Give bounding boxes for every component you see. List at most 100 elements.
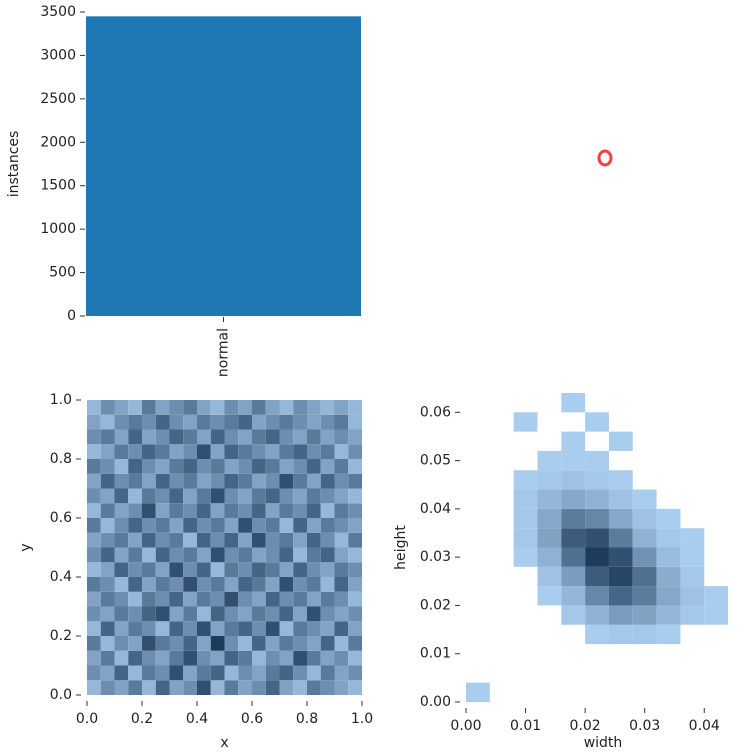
hist-cell xyxy=(252,473,266,489)
x-tick-label: 0.04 xyxy=(689,718,720,734)
hist-cell xyxy=(155,444,170,459)
hist-cell xyxy=(183,650,197,666)
hist-cell xyxy=(348,429,362,445)
hist-cell xyxy=(128,414,142,430)
y-tick-label: 2500 xyxy=(40,91,76,107)
hist-cell xyxy=(632,624,657,645)
x-axis-label: width xyxy=(584,735,623,751)
hist-cell xyxy=(169,459,184,474)
hist-cell xyxy=(293,636,307,651)
hist-cell xyxy=(293,459,307,474)
hist-cell xyxy=(142,429,156,445)
hist-cell xyxy=(252,547,266,563)
hist-cell xyxy=(334,488,349,504)
hist-cell xyxy=(114,459,129,474)
y-tick-label: 0.6 xyxy=(50,510,72,526)
hist-cell xyxy=(320,503,335,518)
hist-cell xyxy=(238,680,252,695)
hist-cell xyxy=(197,606,211,622)
hist-cell xyxy=(183,636,197,651)
hist-cell xyxy=(128,562,142,577)
hist-cell xyxy=(252,562,266,577)
hist-cell xyxy=(114,621,129,636)
hist-cell xyxy=(320,518,335,533)
hist-cell xyxy=(128,636,142,651)
hist-cell xyxy=(210,400,225,415)
hist-cell xyxy=(293,518,307,533)
hist-cell xyxy=(320,488,335,504)
hist-cell xyxy=(265,650,280,666)
hist-cell xyxy=(334,459,349,474)
hist-cell xyxy=(307,621,321,636)
hist-cell xyxy=(585,624,609,645)
y-tick-label: 0.05 xyxy=(420,453,451,469)
hist-cell xyxy=(513,528,538,548)
hist-cell xyxy=(169,414,184,430)
hist-cell xyxy=(608,547,633,567)
hist-cell xyxy=(252,665,266,681)
y-tick-label: 2000 xyxy=(40,134,76,150)
hist-cell xyxy=(87,562,101,577)
hist-cell xyxy=(252,577,266,592)
hist-cell xyxy=(348,591,362,607)
hist-cell xyxy=(334,621,349,636)
hist-cell xyxy=(238,400,252,415)
hist-cell xyxy=(114,577,129,592)
hist-cell xyxy=(279,621,294,636)
hist-cell xyxy=(320,621,335,636)
hist-cell xyxy=(561,566,586,587)
hist-cell xyxy=(293,488,307,504)
hist-cell xyxy=(142,636,156,651)
hist-cell xyxy=(279,444,294,459)
hist-cell xyxy=(537,547,562,567)
hist-cell xyxy=(114,518,129,533)
hist-cell xyxy=(142,488,156,504)
hist-cell xyxy=(656,566,681,587)
hist-cell xyxy=(252,459,266,474)
hist-cell xyxy=(100,650,115,666)
hist-cell xyxy=(307,636,321,651)
x-tick-label: 0.2 xyxy=(131,711,153,727)
hist-cell xyxy=(307,400,321,415)
hist-cell xyxy=(128,400,142,415)
hist-cell xyxy=(224,650,239,666)
hist-cell xyxy=(100,444,115,459)
y-axis-label: height xyxy=(393,525,409,570)
bar xyxy=(86,16,361,316)
hist-cell xyxy=(155,488,170,504)
hist-cell xyxy=(169,591,184,607)
y-tick-label: 0.04 xyxy=(420,501,451,517)
hist-cell xyxy=(680,586,705,606)
hist-cell xyxy=(265,606,280,622)
y-tick-label: 1.0 xyxy=(50,392,72,408)
hist-cell xyxy=(334,414,349,430)
hist-cell xyxy=(238,473,252,489)
hist-cell xyxy=(348,518,362,533)
hist-cell xyxy=(561,450,586,471)
y-tick-label: 0.8 xyxy=(50,451,72,467)
hist-cell xyxy=(224,459,239,474)
hist-cell xyxy=(100,577,115,592)
hist-cell xyxy=(265,414,280,430)
hist-cell xyxy=(608,528,633,548)
hist-cell xyxy=(87,680,101,695)
hist-cell xyxy=(265,459,280,474)
hist-cell xyxy=(210,650,225,666)
hist-cell xyxy=(142,473,156,489)
hist-cell xyxy=(293,532,307,548)
hist-cell xyxy=(293,665,307,681)
hist-cell xyxy=(307,606,321,622)
hist-cell xyxy=(466,682,490,702)
hist-cell xyxy=(307,503,321,518)
hist-cell xyxy=(585,547,609,567)
hist-cell xyxy=(279,577,294,592)
hist-cell xyxy=(307,473,321,489)
hist-cell xyxy=(169,636,184,651)
hist-cell xyxy=(183,532,197,548)
hist-cell xyxy=(334,444,349,459)
hist-cell xyxy=(114,473,129,489)
hist-cell xyxy=(169,650,184,666)
hist-cell xyxy=(608,586,633,606)
hist-cell xyxy=(293,547,307,563)
hist-cell xyxy=(128,680,142,695)
